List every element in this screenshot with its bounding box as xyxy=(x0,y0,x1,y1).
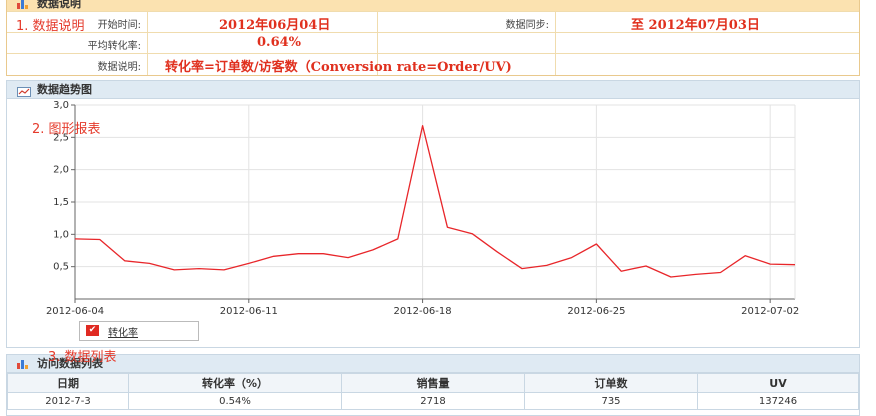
table-panel-header: 访问数据列表 xyxy=(7,355,859,373)
cell-sales: 2718 xyxy=(341,392,525,410)
x-tick-label: 2012-06-11 xyxy=(220,306,278,317)
column-header-orders[interactable]: 订单数 xyxy=(524,373,698,393)
avg-value: 0.64% xyxy=(257,35,302,50)
start-value: 2012年06月04日 xyxy=(219,18,331,33)
info-row-average: 平均转化率: 0.64% xyxy=(7,32,859,54)
table-row: 2012-7-3 0.54% 2718 735 137246 xyxy=(7,392,859,410)
chart-legend[interactable]: ✔ 转化率 xyxy=(79,321,199,341)
desc-label: 数据说明: xyxy=(97,62,141,73)
start-label: 开始时间: xyxy=(97,20,141,31)
cell-orders: 735 xyxy=(524,392,698,410)
y-tick-label: 1,0 xyxy=(53,229,69,240)
x-tick-label: 2012-06-04 xyxy=(46,306,104,317)
table-panel-title: 访问数据列表 xyxy=(37,357,103,370)
cell-conversion: 0.54% xyxy=(128,392,342,410)
bar-chart-icon xyxy=(17,0,31,9)
annotation-data-description: 1. 数据说明 xyxy=(16,19,85,34)
trend-chart: 0,5 1,0 1,5 2,0 2,5 3,0 2012-06-04 2012-06-11 20… xyxy=(46,100,799,317)
data-table: 日期 转化率（%） 销售量 订单数 UV 2012-7-3 0.54% 2718… xyxy=(7,373,859,410)
y-tick-label: 2,0 xyxy=(53,165,69,176)
chart-panel-header: 数据趋势图 xyxy=(7,81,859,99)
info-row-dates: 开始时间: 2012年06月04日 数据同步: 至 2012年07月03日 xyxy=(7,11,859,33)
annotation-chart-report: 2. 图形报表 xyxy=(32,122,101,137)
column-header-sales[interactable]: 销售量 xyxy=(341,373,525,393)
x-tick-label: 2012-07-02 xyxy=(741,306,799,317)
checkbox-checked-icon[interactable]: ✔ xyxy=(86,325,99,336)
info-row-description: 数据说明: 转化率=订单数/访客数（Conversion rate=Order/… xyxy=(7,53,859,75)
cell-date: 2012-7-3 xyxy=(7,392,129,410)
cell-uv: 137246 xyxy=(697,392,859,410)
divider xyxy=(377,11,378,75)
info-panel-title: 数据说明 xyxy=(37,0,81,10)
y-tick-label: 3,0 xyxy=(53,100,69,111)
series-line xyxy=(74,125,796,278)
column-header-conversion[interactable]: 转化率（%） xyxy=(128,373,342,393)
column-header-date[interactable]: 日期 xyxy=(7,373,129,393)
desc-value: 转化率=订单数/访客数（Conversion rate=Order/UV) xyxy=(165,60,512,75)
x-tick-label: 2012-06-18 xyxy=(394,306,452,317)
info-panel: 数据说明 开始时间: 2012年06月04日 数据同步: 至 2012年07月0… xyxy=(6,0,860,76)
divider xyxy=(555,11,556,75)
avg-label: 平均转化率: xyxy=(87,41,141,52)
table-header-row: 日期 转化率（%） 销售量 订单数 UV xyxy=(7,373,859,393)
annotation-data-list: 3. 数据列表 xyxy=(48,350,117,365)
column-header-uv[interactable]: UV xyxy=(697,373,859,393)
y-tick-label: 0,5 xyxy=(53,262,69,273)
sync-value: 至 2012年07月03日 xyxy=(631,18,760,33)
x-tick-label: 2012-06-25 xyxy=(567,306,625,317)
bar-chart-icon xyxy=(17,359,31,369)
y-tick-label: 2,5 xyxy=(53,132,69,143)
y-tick-label: 1,5 xyxy=(53,197,69,208)
chart-panel: 数据趋势图 0,5 1,0 1,5 2,0 2,5 3,0 2012-06-04 2012-0… xyxy=(6,80,860,348)
sync-label: 数据同步: xyxy=(505,20,549,31)
table-panel: 访问数据列表 日期 转化率（%） 销售量 订单数 UV 2012-7-3 0.5… xyxy=(6,354,860,416)
legend-label[interactable]: 转化率 xyxy=(108,328,138,339)
chart-panel-title: 数据趋势图 xyxy=(37,83,92,96)
divider xyxy=(147,11,148,75)
line-chart-icon xyxy=(17,85,31,97)
